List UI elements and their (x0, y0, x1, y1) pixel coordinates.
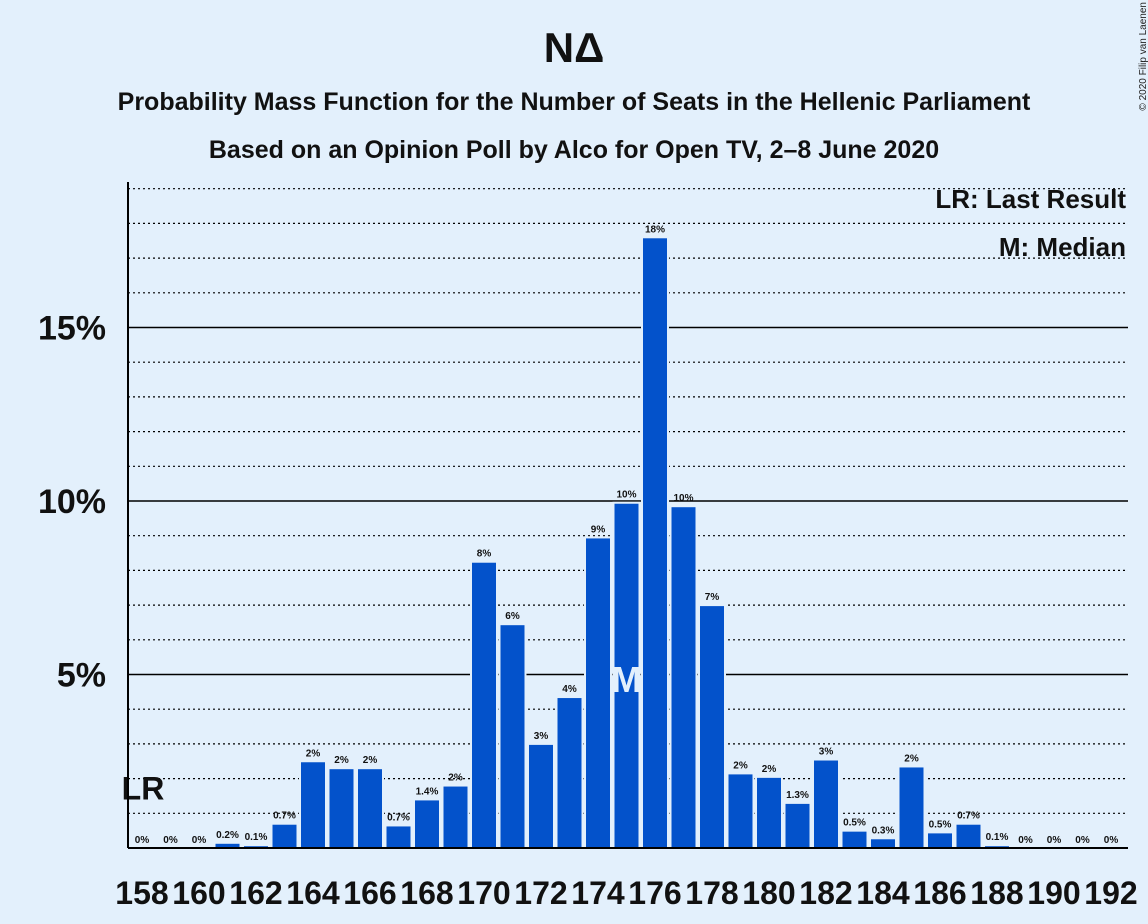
bar-value-label: 1.3% (786, 790, 809, 801)
x-tick-label: 166 (343, 875, 396, 911)
bar-value-label: 0% (1018, 835, 1033, 846)
bar-seat-170 (470, 560, 498, 849)
bar-value-label: 2% (733, 760, 748, 771)
x-tick-label: 192 (1084, 875, 1137, 911)
bar-seat-187 (954, 822, 983, 850)
bar-value-label: 2% (448, 773, 463, 784)
bar-value-label: 0.7% (957, 811, 980, 822)
x-tick-label: 184 (856, 875, 910, 911)
bar-value-label: 0.7% (273, 811, 296, 822)
bar-seat-184 (869, 837, 897, 849)
bar-value-label: 0% (135, 835, 150, 846)
bar-value-label: 0% (192, 835, 207, 846)
bar-seat-181 (783, 801, 812, 850)
bar-value-label: 0% (1104, 835, 1119, 846)
x-tick-label: 180 (742, 875, 795, 911)
bar-seat-177 (669, 505, 698, 849)
x-tick-label: 162 (229, 875, 282, 911)
bar-value-label: 4% (562, 684, 577, 695)
x-tick-label: 186 (913, 875, 966, 911)
bar-value-label: 9% (591, 524, 606, 535)
bar-value-label: 8% (477, 549, 492, 560)
bar-value-label: 0% (1075, 835, 1090, 846)
bar-seat-182 (812, 758, 840, 850)
legend-last-result: LR: Last Result (935, 184, 1126, 214)
bar-value-label: 0% (163, 835, 178, 846)
bar-seat-171 (498, 623, 527, 849)
bar-seat-166 (356, 767, 384, 849)
bar-value-label: 7% (705, 592, 720, 603)
legend-median: M: Median (998, 232, 1126, 262)
bar-seat-178 (698, 604, 726, 849)
bar-value-label: 0.3% (872, 825, 895, 836)
y-tick-label: 10% (38, 483, 106, 521)
bar-seat-179 (726, 772, 755, 850)
x-tick-label: 170 (457, 875, 510, 911)
bar-value-label: 3% (534, 731, 549, 742)
bar-seat-185 (897, 765, 926, 850)
bar-value-label: 0.5% (929, 819, 952, 830)
chart-subtitle: Probability Mass Function for the Number… (117, 88, 1031, 116)
bar-value-label: 0.1% (245, 832, 268, 843)
chart-title: NΔ (543, 24, 605, 71)
bar-value-label: 2% (363, 755, 378, 766)
x-tick-label: 182 (799, 875, 852, 911)
x-tick-label: 178 (685, 875, 738, 911)
bar-value-label: 2% (334, 755, 349, 766)
median-marker: M (612, 659, 642, 700)
y-tick-label: 5% (57, 657, 106, 695)
bar-value-label: 2% (904, 753, 919, 764)
x-tick-label: 190 (1027, 875, 1080, 911)
bar-seat-174 (584, 536, 612, 849)
bar-seat-186 (926, 831, 954, 850)
bar-value-label: 2% (306, 748, 321, 759)
bar-seat-176 (641, 236, 669, 849)
bar-value-label: 1.4% (416, 786, 439, 797)
x-tick-label: 158 (115, 875, 168, 911)
bar-value-label: 10% (673, 493, 693, 504)
bar-seat-180 (755, 775, 783, 849)
bar-seat-173 (555, 696, 584, 849)
bar-value-label: 0% (1047, 835, 1062, 846)
bar-value-label: 10% (616, 490, 636, 501)
bar-seat-183 (840, 829, 869, 850)
bar-value-label: 0.5% (843, 818, 866, 829)
x-tick-label: 172 (514, 875, 567, 911)
bar-value-label: 0.7% (387, 812, 410, 823)
x-tick-label: 176 (628, 875, 681, 911)
bar-seat-164 (299, 760, 327, 849)
bar-seat-165 (327, 767, 356, 849)
bar-seat-163 (270, 822, 299, 850)
x-tick-label: 164 (286, 875, 340, 911)
bar-value-label: 0.2% (216, 830, 239, 841)
bar-value-label: 18% (645, 224, 665, 235)
bar-seat-168 (413, 798, 441, 849)
x-tick-label: 168 (400, 875, 453, 911)
bar-value-label: 2% (762, 764, 777, 775)
x-tick-label: 160 (172, 875, 225, 911)
bar-value-label: 0.1% (986, 832, 1009, 843)
bar-seat-169 (441, 784, 470, 849)
y-tick-label: 15% (38, 310, 106, 348)
bar-seat-167 (384, 824, 413, 850)
chart-subtitle-source: Based on an Opinion Poll by Alco for Ope… (208, 136, 940, 164)
bar-value-label: 3% (819, 747, 834, 758)
bar-value-label: 6% (505, 611, 520, 622)
x-tick-label: 188 (970, 875, 1023, 911)
x-tick-label: 174 (571, 875, 625, 911)
bar-seat-172 (527, 742, 555, 850)
